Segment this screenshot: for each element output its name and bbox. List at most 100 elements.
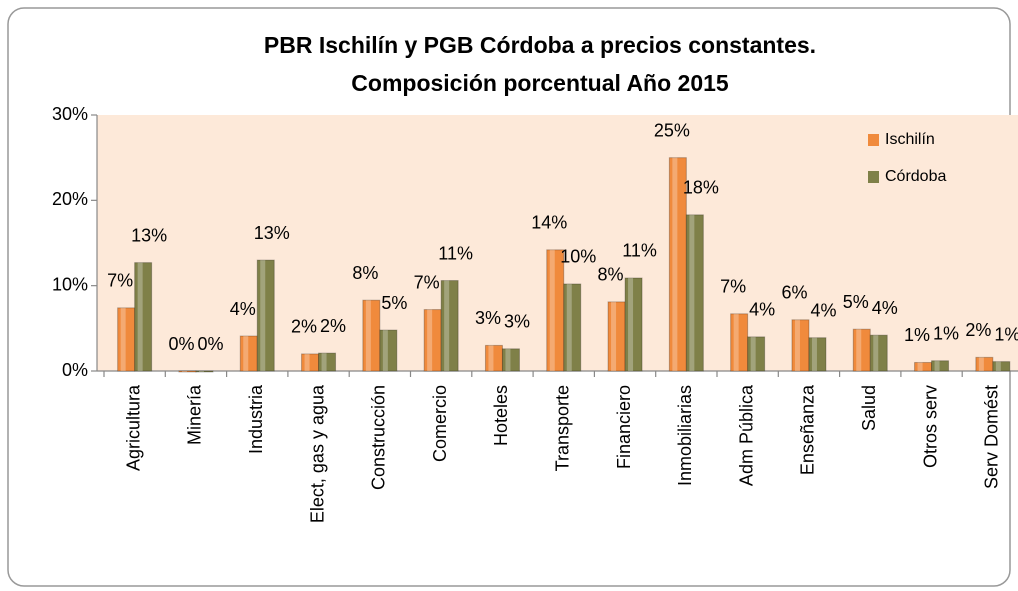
bar-highlight <box>811 337 817 371</box>
chart-subtitle: Composición porcentual Año 2015 <box>351 70 729 96</box>
x-tick-label: Industria <box>246 384 266 454</box>
legend-swatch <box>868 171 879 183</box>
bar-highlight <box>566 283 572 371</box>
x-tick-label: Construcción <box>369 385 389 490</box>
bar <box>178 370 197 373</box>
value-label: 25% <box>654 120 690 140</box>
bar-highlight <box>488 345 494 371</box>
y-tick-label: 20% <box>52 189 88 209</box>
bar <box>117 307 136 372</box>
bar <box>730 313 749 372</box>
bar-highlight <box>260 260 266 371</box>
bar <box>301 353 320 372</box>
bar-highlight <box>917 362 923 371</box>
bar-highlight <box>873 335 879 371</box>
bar-highlight <box>549 249 555 371</box>
value-label: 14% <box>531 213 567 233</box>
bar <box>624 277 643 372</box>
x-tick-label: Elect, gas y agua <box>307 384 327 523</box>
bar <box>501 348 520 372</box>
value-label: 11% <box>438 243 473 263</box>
value-label: 7% <box>414 272 440 292</box>
x-tick-label: Comercio <box>430 385 450 462</box>
bar-highlight <box>978 357 984 371</box>
bar <box>685 214 704 372</box>
bar-highlight <box>934 360 940 371</box>
value-label: 2% <box>291 317 317 337</box>
bar-highlight <box>505 348 511 371</box>
value-label: 8% <box>352 263 378 283</box>
bar <box>607 301 626 372</box>
bar-highlight <box>304 353 310 371</box>
x-tick-label: Otros serv <box>920 385 940 468</box>
bar-highlight <box>794 319 800 371</box>
x-tick-label: Enseñanza <box>798 384 818 475</box>
value-label: 13% <box>131 225 167 245</box>
value-label: 6% <box>781 283 807 303</box>
y-tick-label: 30% <box>52 104 88 124</box>
bar-highlight <box>444 280 450 371</box>
bar-highlight <box>689 214 695 371</box>
bar-highlight <box>611 301 617 371</box>
value-label: 3% <box>504 312 530 332</box>
bar-highlight <box>137 262 143 371</box>
bar <box>239 335 258 372</box>
bar <box>362 299 381 372</box>
x-tick-label: Transporte <box>553 385 573 471</box>
x-tick-label: Inmobiliarias <box>675 385 695 486</box>
x-tick-label: Salud <box>859 385 879 431</box>
bar <box>256 259 275 372</box>
bar <box>914 361 933 372</box>
bar <box>134 262 153 372</box>
value-label: 5% <box>381 293 407 313</box>
x-tick-label: Hoteles <box>491 385 511 446</box>
x-tick-label: Agricultura <box>123 384 143 471</box>
bar <box>546 249 565 372</box>
bar-highlight <box>243 336 249 371</box>
value-label: 11% <box>622 241 657 261</box>
value-label: 18% <box>683 178 719 198</box>
bar <box>563 283 582 372</box>
value-label: 0% <box>168 334 194 354</box>
x-tick-label: Minería <box>185 384 205 445</box>
y-tick-label: 0% <box>62 360 88 380</box>
bar <box>379 329 398 372</box>
bar-highlight <box>750 336 756 371</box>
value-label: 5% <box>843 292 869 312</box>
value-label: 7% <box>107 271 133 291</box>
bar <box>931 360 950 372</box>
bar-highlight <box>995 361 1001 371</box>
bar <box>869 334 888 372</box>
chart-title: PBR Ischilín y PGB Córdoba a precios con… <box>264 32 816 58</box>
x-tick-label: Adm Pública <box>736 384 756 486</box>
y-tick-label: 10% <box>52 274 88 294</box>
bar-highlight <box>856 329 862 371</box>
value-label: 10% <box>560 247 596 267</box>
bar-highlight <box>365 300 371 371</box>
bar-highlight <box>181 371 187 372</box>
value-label: 1% <box>994 324 1018 344</box>
bar <box>195 370 214 373</box>
value-label: 2% <box>320 316 346 336</box>
bar-highlight <box>382 330 388 371</box>
value-label: 1% <box>933 324 959 344</box>
bar-highlight <box>733 313 739 371</box>
value-label: 13% <box>254 223 290 243</box>
value-label: 4% <box>872 298 898 318</box>
value-label: 4% <box>749 300 775 320</box>
bar <box>423 309 442 372</box>
legend-label: Córdoba <box>885 168 946 185</box>
bar-highlight <box>120 307 126 371</box>
bar <box>791 319 810 372</box>
value-label: 3% <box>475 308 501 328</box>
value-label: 7% <box>720 277 746 297</box>
value-label: 4% <box>810 300 836 320</box>
bar <box>992 361 1011 372</box>
bar <box>318 352 337 372</box>
value-label: 2% <box>965 320 991 340</box>
legend-swatch <box>868 134 879 146</box>
bar-highlight <box>427 309 433 371</box>
bar-highlight <box>198 371 204 372</box>
